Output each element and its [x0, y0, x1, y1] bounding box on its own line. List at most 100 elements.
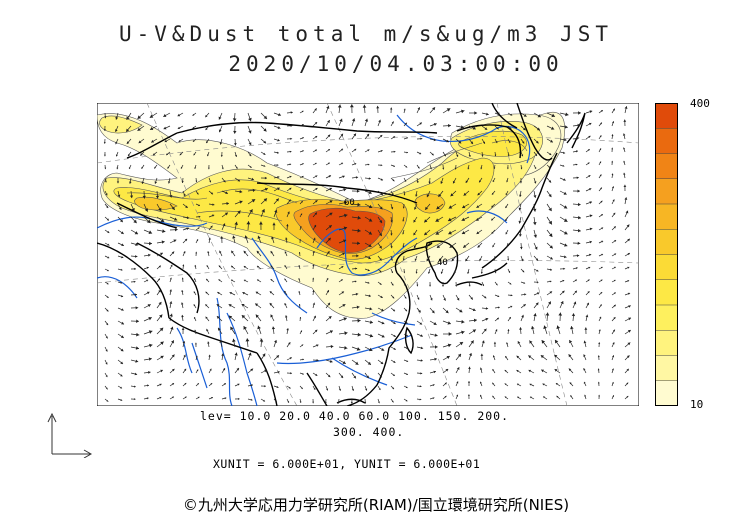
wind-arrowhead — [120, 374, 123, 377]
wind-arrowhead — [402, 206, 405, 209]
wind-arrowhead — [528, 369, 532, 373]
wind-arrowhead — [137, 115, 142, 119]
wind-arrowhead — [379, 135, 383, 138]
wind-arrowhead — [491, 192, 494, 195]
wind-arrowhead — [263, 165, 266, 167]
wind-arrowhead — [166, 153, 169, 156]
wind-arrowhead — [137, 127, 141, 131]
wind-arrowhead — [290, 372, 292, 375]
wind-arrowhead — [611, 160, 614, 163]
wind-arrowhead — [505, 232, 508, 235]
wind-arrowhead — [192, 113, 195, 116]
wind-arrowhead — [302, 150, 304, 152]
wind-arrowhead — [379, 206, 383, 210]
wind-arrowhead — [107, 243, 110, 246]
wind-arrowhead — [529, 383, 532, 386]
wind-arrowhead — [624, 197, 628, 200]
wind-arrowhead — [459, 309, 463, 313]
wind-arrowhead — [312, 264, 315, 267]
wind-arrowhead — [577, 123, 581, 127]
wind-arrowhead — [135, 255, 138, 258]
wind-arrowhead — [263, 115, 267, 119]
wind-arrowhead — [356, 254, 359, 258]
wind-arrowhead — [115, 129, 118, 132]
wind-arrowhead — [497, 306, 500, 309]
wind-arrowhead — [354, 163, 357, 165]
wind-arrowhead — [244, 235, 248, 239]
wind-arrowhead — [522, 141, 525, 144]
wind-arrowhead — [369, 320, 373, 324]
wind-arrowhead — [575, 267, 578, 270]
wind-arrowhead — [135, 359, 139, 363]
wind-arrowhead — [507, 154, 510, 157]
wind-arrowhead — [520, 167, 523, 170]
wind-arrowhead — [517, 396, 520, 399]
wind-arrowhead — [314, 122, 318, 125]
wind-arrowhead — [534, 181, 537, 184]
wind-arrowhead — [402, 258, 405, 261]
wind-arrowhead — [504, 396, 507, 399]
wind-arrowhead — [556, 325, 561, 330]
wind-arrowhead — [178, 139, 181, 142]
wind-arrowhead — [611, 186, 614, 189]
wind-arrowhead — [174, 228, 178, 232]
wind-arrowhead — [355, 292, 359, 296]
wind-arrowhead — [368, 244, 372, 247]
colorbar-band — [655, 229, 678, 255]
wind-arrowhead — [357, 241, 360, 245]
wind-arrowhead — [446, 108, 451, 112]
wind-arrowhead — [419, 385, 422, 388]
wind-arrowhead — [479, 258, 482, 262]
wind-arrowhead — [416, 284, 419, 287]
wind-arrowhead — [576, 176, 579, 179]
coastline — [566, 112, 586, 149]
wind-arrowhead — [467, 167, 470, 170]
wind-arrowhead — [378, 388, 381, 390]
wind-arrowhead — [134, 231, 138, 235]
wind-arrowhead — [135, 346, 139, 350]
wind-arrowhead — [344, 213, 348, 218]
wind-arrowhead — [130, 195, 134, 199]
wind-arrowhead — [342, 252, 345, 256]
wind-arrowhead — [230, 326, 234, 331]
wind-arrowhead — [519, 234, 522, 237]
wind-arrowhead — [192, 126, 195, 129]
wind-arrowhead — [540, 355, 544, 359]
wind-arrowhead — [612, 121, 615, 124]
river — [371, 312, 416, 326]
wind-arrowhead — [193, 153, 196, 156]
wind-arrowhead — [186, 227, 189, 230]
wind-arrowhead — [601, 227, 604, 230]
wind-arrowhead — [164, 139, 168, 143]
wind-arrowhead — [147, 384, 149, 387]
wind-arrowhead — [414, 207, 417, 210]
wind-arrowhead — [141, 181, 145, 184]
colorbar-max-label: 400 — [690, 97, 710, 110]
wind-arrowhead — [288, 199, 291, 202]
river — [251, 237, 308, 314]
wind-arrowhead — [569, 382, 572, 385]
wind-arrowhead — [205, 127, 208, 130]
wind-arrowhead — [431, 153, 434, 156]
wind-arrowhead — [270, 314, 274, 318]
wind-arrowhead — [328, 162, 330, 165]
wind-arrowhead — [312, 401, 315, 404]
wind-arrowhead — [288, 342, 291, 345]
wind-arrowhead — [468, 284, 471, 287]
coastline — [176, 121, 438, 134]
wind-arrowhead — [533, 234, 537, 238]
wind-arrowhead — [627, 266, 630, 269]
wind-arrowhead — [589, 214, 593, 218]
wind-arrowhead — [146, 279, 149, 282]
wind-arrowhead — [597, 381, 600, 384]
wind-arrowhead — [480, 394, 482, 397]
wind-arrowhead — [449, 244, 453, 248]
wind-arrowhead — [519, 327, 523, 330]
wind-arrowhead — [575, 163, 578, 166]
wind-arrowhead — [589, 201, 592, 204]
wind-arrowhead — [367, 163, 370, 166]
wind-arrowhead — [564, 255, 567, 259]
wind-arrowhead — [555, 383, 558, 385]
contour-levels-line1: lev= 10.0 20.0 40.0 60.0 100. 150. 200. — [200, 409, 510, 423]
wind-arrowhead — [403, 108, 406, 111]
